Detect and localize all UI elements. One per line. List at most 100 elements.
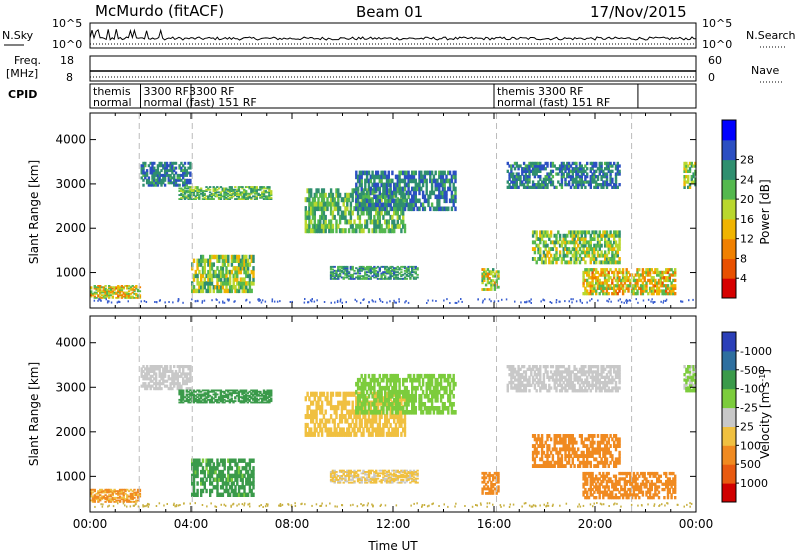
echo-cell: [569, 185, 573, 189]
echo-cell: [270, 392, 273, 395]
echo-cell: [162, 164, 165, 168]
echo-cell: [668, 273, 671, 277]
echo-cell: [250, 392, 253, 395]
echo-cell: [375, 480, 378, 483]
echo-cell: [430, 182, 434, 188]
echo-cell: [481, 277, 484, 280]
echo-cell: [602, 292, 605, 296]
echo-cell: [227, 466, 230, 471]
echo-cell: [126, 294, 129, 297]
echo-cell: [135, 286, 138, 289]
echo-cell: [429, 206, 432, 212]
echo-cell: [189, 379, 192, 383]
noise-tick-left-bottom: 10^0: [52, 38, 82, 51]
echo-cell: [524, 172, 528, 176]
echo-cell: [612, 286, 616, 290]
echo-cell: [135, 294, 138, 297]
echo-cell: [106, 295, 109, 298]
echo-cell: [542, 250, 546, 255]
echo-cell: [221, 390, 224, 393]
echo-cell: [262, 186, 266, 188]
echo-cell: [402, 194, 405, 200]
echo-cell: [187, 379, 190, 383]
echo-cell: [512, 177, 515, 181]
echo-cell: [225, 187, 228, 190]
echo-cell: [391, 265, 394, 268]
echo-cell: [187, 390, 190, 393]
echo-cell: [567, 175, 571, 179]
echo-cell: [654, 270, 657, 275]
echo-cell: [338, 471, 342, 473]
echo-cell: [349, 431, 353, 437]
echo-cell: [508, 172, 511, 176]
echo-cell: [605, 185, 609, 189]
echo-cell: [169, 164, 172, 168]
echo-cell: [365, 265, 369, 268]
echo-cell: [338, 206, 342, 212]
echo-cell: [544, 243, 547, 248]
echo-cell: [656, 281, 659, 285]
echo-cell: [212, 390, 215, 393]
echo-cell: [173, 169, 176, 173]
echo-cell: [232, 458, 235, 463]
echo-cell: [218, 277, 221, 282]
echo-cell: [99, 286, 102, 289]
echo-cell: [310, 188, 313, 194]
echo-cell: [129, 495, 133, 498]
echo-cell: [369, 405, 372, 411]
echo-cell: [506, 169, 509, 173]
echo-cell: [144, 374, 147, 378]
echo-cell: [605, 233, 609, 238]
echo-cell: [378, 268, 381, 271]
echo-cell: [625, 286, 628, 290]
echo-cell: [248, 196, 251, 199]
echo-cell: [226, 396, 230, 399]
echo-cell: [360, 194, 363, 200]
echo-cell: [688, 161, 692, 166]
echo-cell: [400, 190, 403, 196]
echo-cell: [656, 289, 659, 293]
echo-cell: [250, 481, 253, 486]
echo-cell: [347, 228, 351, 234]
echo-cell: [409, 190, 412, 196]
echo-cell: [241, 262, 244, 267]
echo-cell: [212, 194, 215, 196]
echo-cell: [384, 469, 387, 472]
echo-cell: [614, 172, 618, 176]
echo-cell: [266, 191, 269, 194]
echo-cell: [183, 169, 187, 173]
echo-cell: [194, 473, 197, 479]
echo-cell: [600, 167, 603, 171]
echo-cell: [241, 392, 244, 395]
echo-cell: [375, 206, 378, 212]
echo-cell: [591, 284, 594, 288]
echo-cell: [578, 247, 582, 251]
echo-cell: [138, 295, 142, 298]
echo-cell: [598, 240, 601, 245]
echo-cell: [347, 414, 351, 420]
echo-cell: [165, 171, 169, 175]
echo-cell: [400, 210, 403, 216]
ground-scatter: [336, 301, 339, 303]
echo-cell: [614, 164, 618, 168]
echo-cell: [131, 490, 134, 493]
echo-cell: [199, 394, 203, 397]
echo-cell: [201, 398, 205, 401]
echo-cell: [616, 233, 619, 238]
echo-cell: [163, 164, 167, 168]
echo-cell: [567, 183, 571, 187]
echo-cell: [349, 201, 353, 207]
echo-cell: [400, 186, 403, 192]
echo-cell: [384, 170, 387, 176]
echo-cell: [593, 237, 596, 241]
echo-cell: [375, 186, 378, 192]
echo-cell: [162, 367, 165, 371]
echo-cell: [347, 219, 351, 225]
echo-cell: [638, 276, 641, 280]
echo-cell: [544, 175, 547, 179]
echo-cell: [335, 228, 338, 234]
echo-cell: [210, 481, 214, 486]
echo-cell: [387, 272, 390, 275]
echo-cell: [154, 367, 158, 371]
echo-cell: [253, 393, 257, 396]
